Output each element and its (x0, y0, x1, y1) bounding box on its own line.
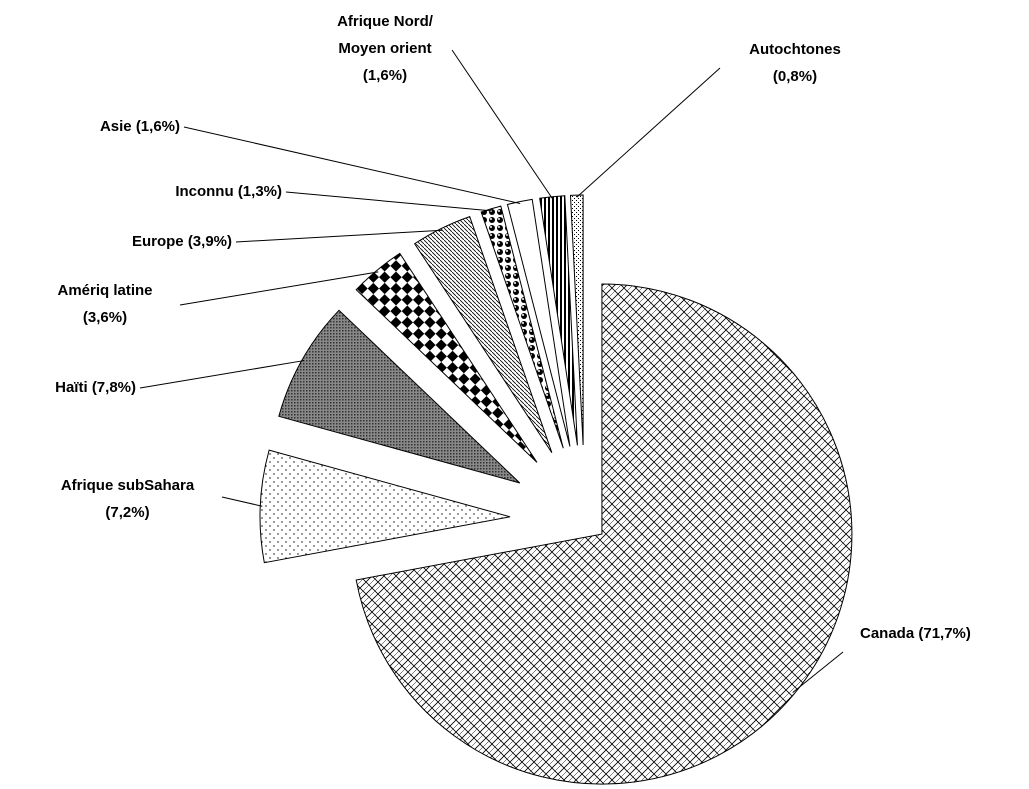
slice-label: Inconnu (1,3%) (80, 178, 282, 205)
slice-label: Canada (71,7%) (860, 620, 1029, 647)
value-label: (3,6%) (82, 309, 128, 326)
value-label: (7,8%) (91, 379, 136, 396)
slice-label: Afrique subSahara (7,2%) (5, 472, 250, 526)
value-label: (1,6%) (362, 67, 408, 84)
slice-label: Europe (3,9%) (40, 228, 232, 255)
category-label: Europe (131, 233, 184, 250)
leader-line (235, 229, 443, 243)
value-label: (0,8%) (772, 68, 818, 85)
pie-slice (355, 283, 853, 785)
slice-label: Autochtones (0,8%) (725, 36, 865, 90)
leader-line (139, 360, 305, 389)
leader-line (179, 271, 379, 306)
pie-slice (569, 194, 584, 446)
category-label: Afrique subSahara (60, 477, 195, 494)
leader-line (285, 191, 492, 212)
value-label: (3,9%) (187, 233, 232, 250)
pie-slice (413, 215, 553, 453)
leader-line (221, 496, 263, 507)
category-label: Asie (99, 118, 132, 135)
slice-label: Amériq latine (3,6%) (5, 277, 205, 331)
category-label: Amériq latine (57, 282, 153, 299)
pie-slice (355, 252, 538, 463)
category-label: Autochtones (749, 41, 841, 58)
value-label: (1,3%) (237, 183, 282, 200)
category-label: Inconnu (175, 183, 234, 200)
category-label: Afrique Nord/ Moyen orient (337, 13, 433, 57)
leader-line (792, 651, 844, 693)
category-label: Haïti (55, 379, 88, 396)
pie-slice (480, 205, 564, 449)
category-label: Canada (860, 625, 915, 642)
value-label: (71,7%) (918, 625, 971, 642)
pie-slice (506, 198, 571, 447)
leader-line (451, 49, 553, 199)
value-label: (7,2%) (105, 504, 150, 521)
slice-label: Asie (1,6%) (20, 113, 180, 140)
slice-label: Afrique Nord/ Moyen orient (1,6%) (322, 8, 448, 89)
leader-line (183, 126, 521, 205)
pie-slice (539, 195, 578, 446)
value-label: (1,6%) (135, 118, 180, 135)
slice-label: Haïti (7,8%) (0, 374, 136, 401)
pie-slice (278, 309, 521, 484)
leader-line (576, 67, 721, 198)
